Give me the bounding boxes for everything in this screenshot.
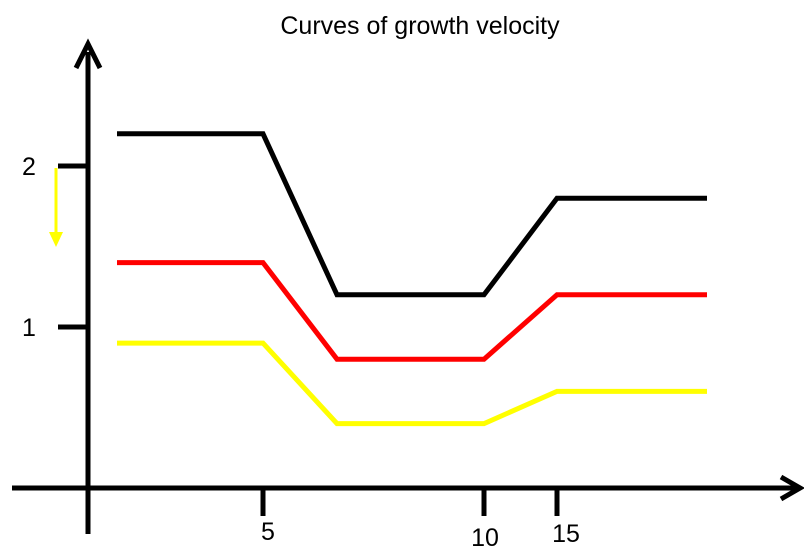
y-axis-arrowhead bbox=[73, 38, 103, 70]
x-axis-arrowhead bbox=[779, 474, 804, 502]
y-tick-label: 2 bbox=[22, 153, 36, 181]
chart-title: Curves of growth velocity bbox=[280, 12, 560, 40]
down-arrow-head bbox=[49, 232, 63, 247]
x-tick-label: 15 bbox=[552, 520, 580, 548]
series-line-0 bbox=[117, 131, 707, 298]
series-line-2 bbox=[117, 340, 707, 427]
x-tick-label: 5 bbox=[261, 518, 275, 546]
annotations bbox=[49, 168, 63, 247]
series-line-1 bbox=[117, 260, 707, 362]
y-tick-label: 1 bbox=[22, 314, 36, 342]
ticks: 1 2 5 10 15 bbox=[22, 153, 580, 552]
axes bbox=[12, 38, 804, 534]
x-tick-label: 10 bbox=[471, 524, 499, 552]
series-lines bbox=[117, 131, 707, 427]
